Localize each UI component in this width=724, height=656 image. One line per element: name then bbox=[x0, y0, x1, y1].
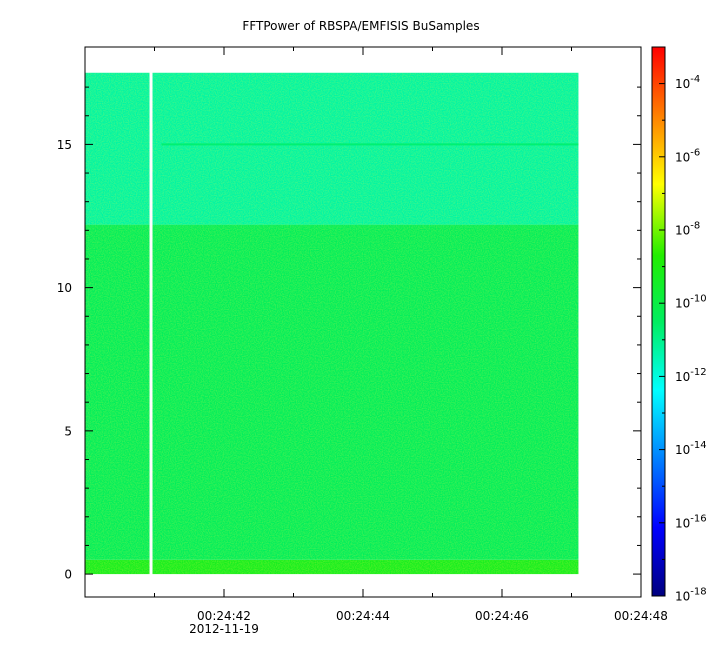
colorbar-tick-label: 10-12 bbox=[675, 367, 707, 384]
y-tick-label: 5 bbox=[64, 424, 72, 438]
colorbar-tick-label: 10-16 bbox=[675, 513, 707, 530]
chart-title: FFTPower of RBSPA/EMFISIS BuSamples bbox=[242, 19, 479, 33]
colorbar: 10-4 10-6 10-8 10-10 10-12 10-14 10-16 10-18 bbox=[651, 46, 707, 604]
y-tick-label: 0 bbox=[64, 568, 72, 582]
spectrogram-band-texture-2 bbox=[85, 72, 579, 225]
y-tick-label: 10 bbox=[57, 281, 72, 295]
colorbar-tick-label: 10-14 bbox=[675, 440, 707, 457]
colorbar-frame bbox=[651, 46, 666, 597]
spectrogram-band-texture-0 bbox=[85, 559, 579, 575]
spectral-line-feature bbox=[161, 143, 579, 146]
x-tick-label: 00:24:48 bbox=[614, 609, 668, 623]
colorbar-gradient bbox=[652, 47, 665, 596]
data-gap-stripe bbox=[149, 71, 153, 576]
colorbar-tick-label: 10-6 bbox=[675, 147, 700, 164]
colorbar-tick-label: 10-10 bbox=[675, 294, 707, 311]
spectrogram-heatmap bbox=[85, 71, 579, 576]
x-tick-date-label: 2012-11-19 bbox=[189, 622, 259, 636]
y-axis: 0 5 10 15 bbox=[57, 86, 641, 582]
colorbar-tick-label: 10-18 bbox=[675, 587, 707, 604]
x-tick-label: 00:24:42 bbox=[197, 609, 251, 623]
y-tick-label: 15 bbox=[57, 138, 72, 152]
colorbar-tick-label: 10-8 bbox=[675, 221, 700, 238]
x-tick-label: 00:24:46 bbox=[475, 609, 529, 623]
x-tick-label: 00:24:44 bbox=[336, 609, 390, 623]
colorbar-tick-label: 10-4 bbox=[675, 74, 700, 91]
spectrogram-band-texture-1 bbox=[85, 224, 579, 560]
